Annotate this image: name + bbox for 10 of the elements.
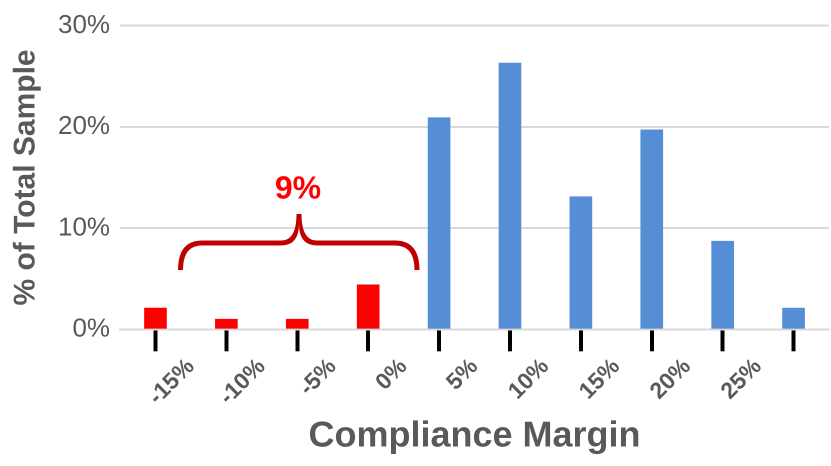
y-tick-label: 0%: [72, 312, 110, 342]
annotation: 9%: [274, 170, 322, 206]
x-axis-title: Compliance Margin: [308, 413, 641, 454]
x-tick-label: 0%: [370, 352, 412, 395]
y-tick-label: 10%: [58, 211, 110, 242]
y-tick-label: 20%: [58, 110, 110, 140]
y-tick-label: 30%: [58, 8, 110, 39]
y-axis-title: % of Total Sample: [8, 49, 42, 306]
x-tick-label: -5%: [293, 352, 341, 400]
x-tick-label: 5%: [440, 352, 483, 395]
